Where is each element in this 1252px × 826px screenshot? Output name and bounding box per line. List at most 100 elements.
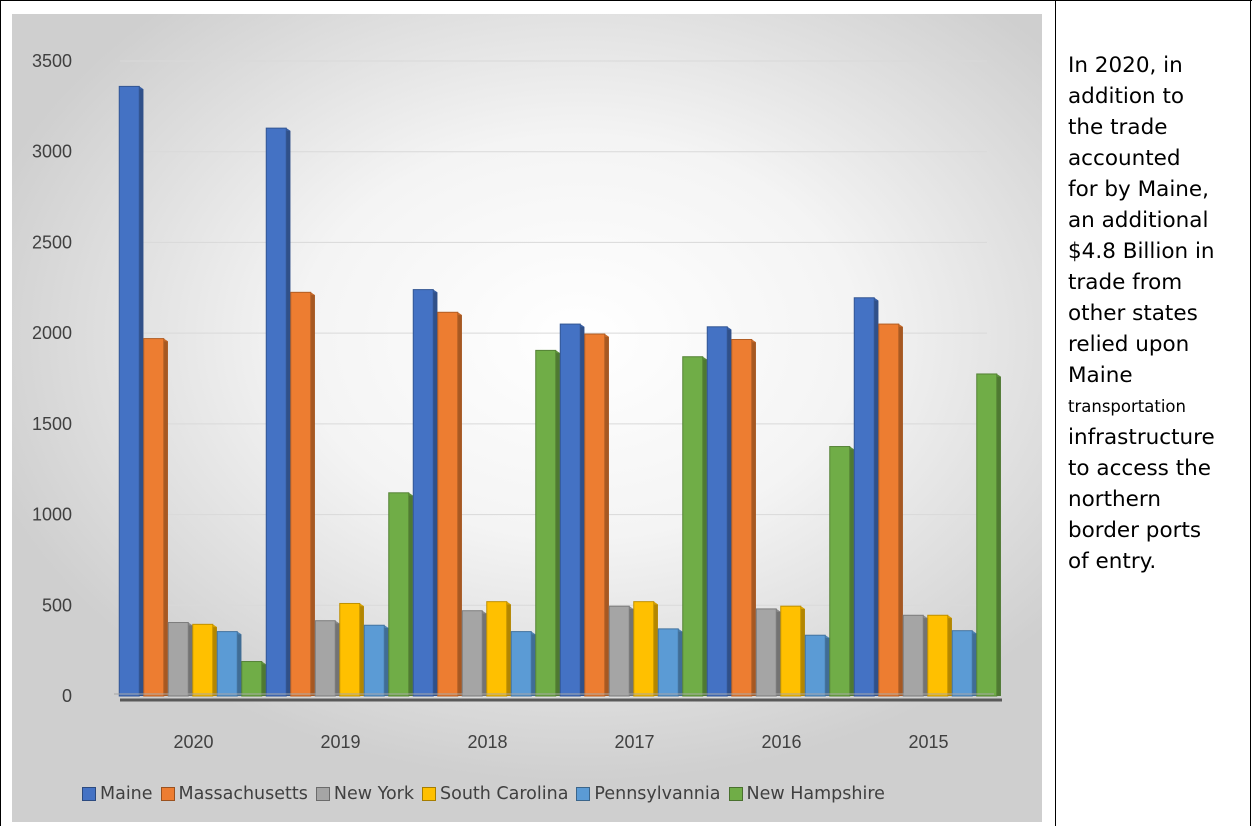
legend-item: South Carolina	[422, 784, 568, 804]
chart-legend: Maine Massachusetts New York South Carolina…	[82, 784, 893, 804]
note-line: to access the	[1068, 456, 1211, 481]
bar-front	[241, 661, 263, 697]
legend-swatch	[315, 787, 330, 801]
legend-swatch	[82, 787, 96, 801]
note-line: accounted	[1068, 146, 1181, 171]
bar-front	[927, 614, 949, 697]
bar-pennsylvannia-2019	[363, 624, 389, 697]
bar-front	[339, 602, 361, 697]
note-line: northern	[1068, 487, 1161, 512]
bar-new-york-2015	[902, 614, 928, 697]
legend-label: New Hampshire	[746, 784, 885, 804]
bar-massachusetts-2020	[143, 338, 168, 697]
bar-new-hampshire-2017	[682, 356, 707, 697]
bar-side	[433, 289, 438, 696]
y-tick-label: 2000	[32, 323, 72, 343]
bar-side	[261, 661, 266, 696]
bar-chart: 0 500 1000 1500 2000 2500 3000 3500 2020 2019 2018…	[32, 51, 1002, 752]
legend-label: South Carolina	[440, 784, 569, 804]
note-line: relied upon	[1068, 332, 1190, 357]
bar-new-hampshire-2016	[829, 446, 854, 697]
bar-maine-2015	[853, 297, 879, 697]
bar-side	[727, 326, 732, 696]
bar-side	[457, 312, 462, 696]
bar-side	[335, 620, 340, 696]
bar-pennsylvannia-2017	[657, 628, 683, 697]
legend-item: New Hampshire	[728, 784, 885, 804]
bar-front	[804, 634, 826, 697]
bar-side	[825, 635, 830, 696]
bar-front	[951, 630, 973, 697]
bar-new-hampshire-2020	[241, 661, 266, 697]
bar-front	[559, 323, 581, 697]
bar-front	[510, 631, 532, 697]
x-tick-label: 2015	[908, 732, 948, 752]
bar-front	[314, 620, 336, 697]
note-line: other states	[1068, 301, 1198, 326]
bar-front	[976, 373, 998, 697]
bar-front	[290, 291, 312, 697]
bar-side	[555, 350, 560, 696]
x-tick-label: 2020	[173, 732, 213, 752]
legend-item: Massachusetts	[160, 784, 308, 804]
bar-side	[776, 608, 781, 696]
bar-front	[437, 311, 459, 697]
bar-side	[653, 601, 658, 696]
bar-south-carolina-2020	[192, 623, 217, 697]
x-tick-label: 2019	[320, 732, 360, 752]
bar-front	[584, 333, 606, 697]
bar-front	[461, 610, 483, 697]
note-line: of entry.	[1068, 549, 1157, 574]
bar-side	[163, 338, 168, 696]
bar-new-york-2017	[608, 605, 634, 697]
bar-pennsylvannia-2016	[804, 634, 830, 697]
y-tick-label: 3000	[32, 142, 72, 162]
bar-side	[212, 624, 217, 696]
bar-front	[265, 127, 287, 697]
table-border-middle	[1055, 0, 1056, 826]
bar-pennsylvannia-2015	[951, 630, 977, 697]
bar-front	[878, 323, 900, 697]
bar-front	[118, 85, 140, 697]
bar-front	[608, 605, 630, 697]
bar-maine-2017	[559, 323, 585, 697]
bar-side	[359, 603, 364, 696]
legend-swatch	[160, 787, 175, 801]
bar-front	[167, 622, 189, 697]
bar-side	[702, 356, 707, 696]
bar-massachusetts-2018	[437, 311, 462, 697]
bar-side	[384, 625, 389, 696]
legend-label: Maine	[100, 784, 153, 804]
bar-front	[853, 297, 875, 697]
note-line: transportation	[1068, 397, 1186, 416]
legend-swatch	[728, 787, 743, 801]
bar-side	[506, 601, 511, 696]
bar-front	[192, 623, 214, 697]
bar-side	[310, 292, 315, 696]
bar-side	[751, 339, 756, 696]
bar-side	[800, 606, 805, 696]
bar-front	[535, 349, 557, 697]
bar-side	[678, 628, 683, 696]
bar-side	[898, 324, 903, 696]
note-line: $4.8 Billion in	[1068, 239, 1215, 264]
bar-front	[388, 492, 410, 697]
bar-massachusetts-2016	[731, 338, 756, 697]
note-line: addition to	[1068, 84, 1185, 109]
table-border-top	[0, 0, 1252, 1]
bar-massachusetts-2019	[290, 291, 315, 697]
table-border-right	[1250, 0, 1251, 826]
bar-front	[902, 614, 924, 697]
bar-front	[486, 601, 508, 697]
bar-side	[604, 334, 609, 696]
bar-massachusetts-2017	[584, 333, 609, 697]
bar-new-hampshire-2018	[535, 349, 560, 697]
bar-new-york-2020	[167, 622, 193, 697]
bar-front	[216, 631, 238, 697]
bar-south-carolina-2018	[486, 601, 511, 697]
x-tick-label: 2017	[614, 732, 654, 752]
bar-pennsylvannia-2020	[216, 631, 242, 697]
bar-front	[829, 446, 851, 697]
bar-side	[947, 615, 952, 696]
bar-front	[706, 326, 728, 697]
